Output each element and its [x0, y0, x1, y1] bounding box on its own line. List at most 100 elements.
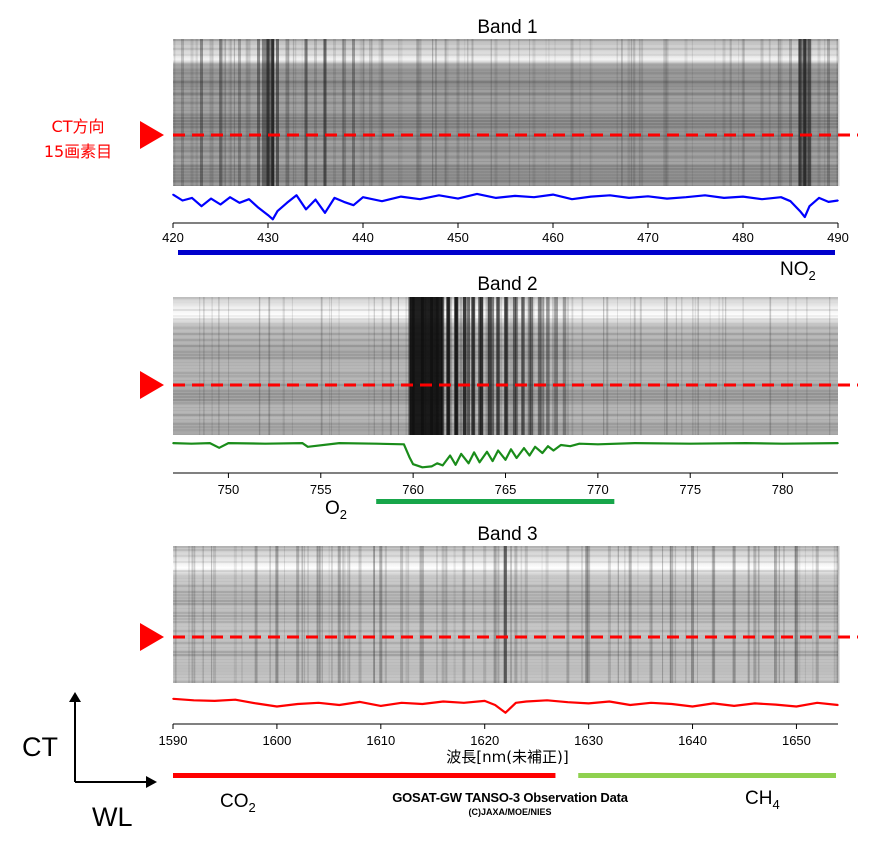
spectrum-point — [430, 465, 433, 468]
x-tick-label: 420 — [162, 230, 184, 245]
fine-stripe — [389, 297, 392, 435]
fine-stripe — [637, 546, 639, 683]
absorption-stripe — [337, 546, 341, 683]
o2-line — [512, 297, 517, 435]
fine-stripe — [196, 39, 198, 186]
spectrum-point — [172, 442, 174, 444]
spectrum-point — [172, 698, 174, 700]
spectrum-point — [742, 195, 744, 198]
spectrum-point — [412, 463, 414, 466]
image-row — [173, 150, 838, 152]
absorption-stripe — [741, 39, 745, 186]
fine-stripe — [664, 297, 666, 435]
fine-stripe — [812, 546, 814, 683]
fine-stripe — [331, 297, 332, 435]
image-row — [173, 63, 838, 65]
spectrum-point — [818, 197, 820, 199]
fine-stripe — [323, 39, 325, 186]
spectrum-point — [486, 451, 488, 453]
spectrum-point — [837, 442, 839, 444]
absorption-stripe — [400, 546, 404, 683]
band-3: Band 3 1590 1600 1610 1620 1630 1640 1650 波長[nm(… — [140, 524, 858, 815]
x-tick-label: 1600 — [262, 733, 291, 748]
image-row — [173, 78, 838, 80]
molecule-label: CO2 — [220, 791, 256, 815]
image-row — [173, 159, 838, 161]
fine-stripe — [194, 39, 196, 186]
fine-stripe — [268, 297, 271, 435]
absorption-stripe — [552, 297, 556, 435]
fine-stripe — [586, 546, 589, 683]
fine-stripe — [417, 39, 420, 186]
fine-stripe — [774, 546, 776, 683]
wl-arrowhead — [146, 776, 157, 788]
x-tick-label: 1640 — [678, 733, 707, 748]
absorption-stripe — [774, 546, 778, 683]
fine-stripe — [529, 39, 530, 186]
fine-stripe — [370, 39, 373, 186]
fine-stripe — [725, 297, 727, 435]
fine-stripe — [729, 39, 732, 186]
fine-stripe — [283, 297, 285, 435]
o2-line — [546, 297, 550, 435]
fine-stripe — [532, 297, 535, 435]
molecule-label: O2 — [325, 498, 347, 522]
spectrum-point — [780, 196, 782, 198]
fine-stripe — [302, 546, 303, 683]
fine-stripe — [338, 297, 340, 435]
ct-marker-triangle — [140, 623, 164, 651]
absorption-stripe — [192, 546, 196, 683]
band-1: Band 1 CT方向 15画素目 420 430 440 450 460 470 480 490 N… — [44, 17, 858, 283]
fine-stripe — [435, 39, 437, 186]
absorption-stripe — [817, 39, 821, 186]
fine-stripe — [258, 297, 261, 435]
spectrum-point — [438, 194, 440, 197]
fine-stripe — [384, 546, 387, 683]
spectrum-point — [528, 454, 531, 457]
image-row — [173, 174, 838, 176]
o2-line — [471, 297, 475, 435]
fine-stripe — [520, 546, 523, 683]
spectrum-point — [276, 705, 278, 708]
x-tick-label: 750 — [218, 482, 240, 497]
image-row — [173, 51, 838, 53]
spectrum-point — [504, 711, 507, 714]
absorption-stripe — [247, 39, 251, 186]
fine-stripe — [807, 39, 809, 186]
fine-stripe — [222, 39, 224, 186]
absorption-stripe — [665, 39, 669, 186]
spectrum-point — [567, 701, 569, 703]
x-tick-label: 1620 — [470, 733, 499, 748]
o2-line — [479, 297, 484, 435]
fine-stripe — [663, 39, 666, 186]
spectrum-point — [597, 443, 599, 446]
absorption-stripe — [456, 39, 460, 186]
fine-stripe — [742, 297, 744, 435]
absorption-stripe — [504, 546, 507, 683]
spectrum-point — [774, 703, 777, 706]
ct-marker-triangle — [140, 371, 164, 399]
absorption-stripe — [285, 39, 289, 186]
spectrum-point — [449, 454, 451, 457]
fine-stripe — [416, 39, 418, 186]
spectrum-point — [463, 702, 465, 704]
spectrum-point — [476, 193, 478, 195]
fine-stripe — [633, 297, 636, 435]
fine-stripe — [798, 39, 800, 186]
absorption-stripe — [459, 297, 463, 435]
absorption-stripe — [524, 546, 528, 683]
absorption-stripe — [399, 39, 403, 186]
spectrum-point — [744, 442, 747, 444]
fine-stripe — [631, 39, 633, 186]
fine-stripe — [282, 297, 284, 435]
o2-line — [496, 297, 500, 435]
absorption-stripe — [254, 546, 258, 683]
absorption-stripe — [276, 39, 279, 186]
spectrum-point — [491, 460, 494, 462]
fine-stripe — [292, 39, 294, 186]
fine-stripe — [191, 546, 193, 683]
fine-stripe — [757, 546, 759, 683]
spectrum-point — [227, 442, 230, 444]
image-row — [173, 102, 838, 104]
spectrum-point — [333, 197, 336, 199]
